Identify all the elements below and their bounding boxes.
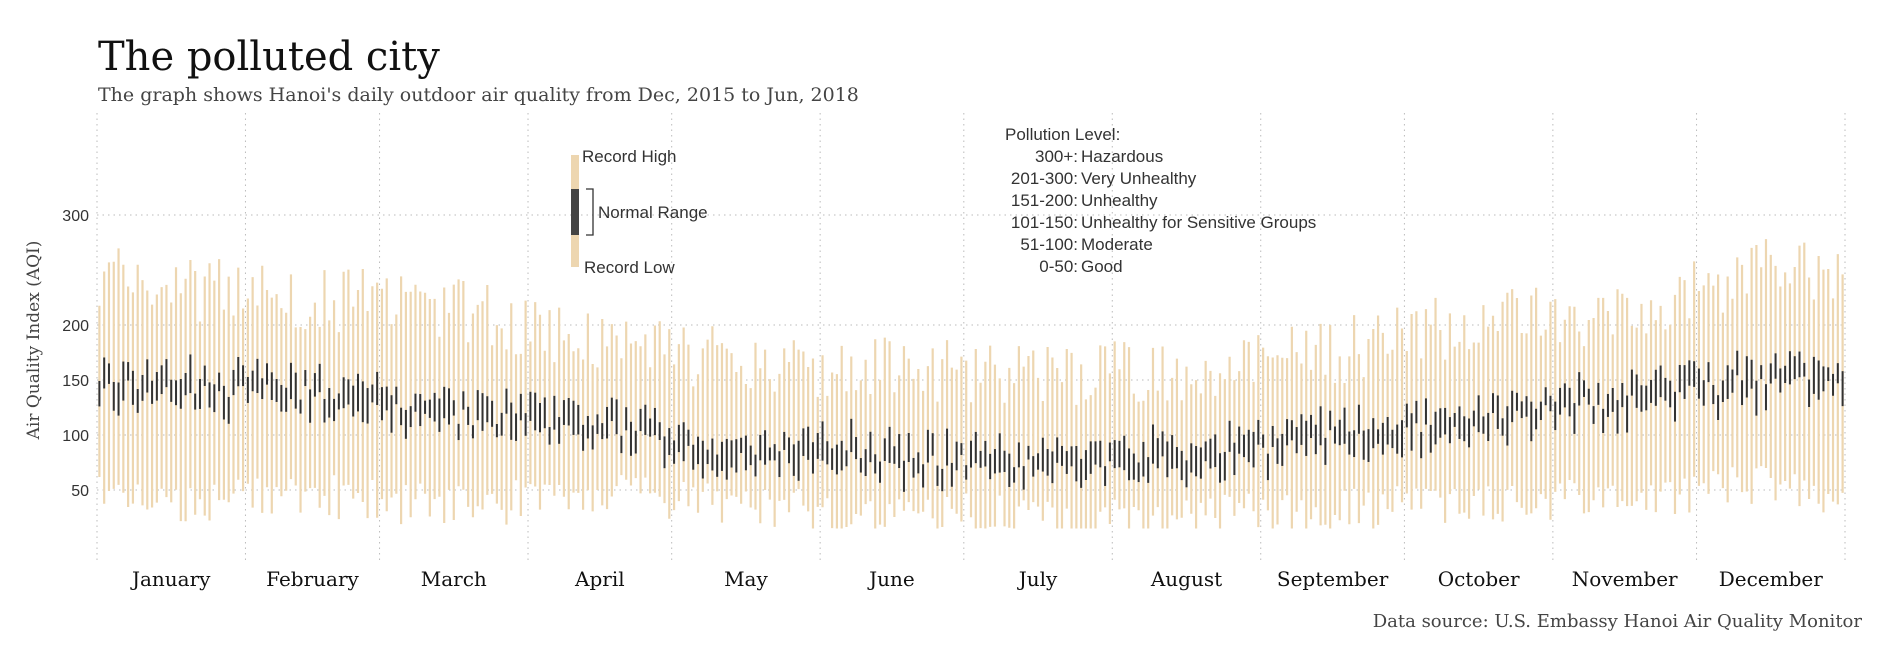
pollution-range-very-unhealthy: 201-300: [1011,169,1078,188]
month-label: May [724,567,768,591]
chart-title: The polluted city [98,34,440,80]
pollution-level-title: Pollution Level: [1005,125,1120,144]
y-tick-label: 200 [62,318,89,335]
y-axis-ticks: 50 100 150 200 300 [62,208,89,500]
month-label: December [1719,567,1824,591]
data-source: Data source: U.S. Embassy Hanoi Air Qual… [1372,611,1862,632]
pollution-range-good: 0-50: [1039,257,1078,276]
month-label: August [1150,567,1222,591]
pollution-range-hazardous: 300+: [1035,147,1078,166]
y-tick-label: 50 [71,483,89,500]
pollution-label-moderate: Moderate [1081,235,1153,254]
y-tick-label: 150 [62,373,89,390]
legend-normal-range: Normal Range [598,203,708,222]
y-axis-label: Air Quality Index (AQI) [24,241,44,441]
month-label: April [574,567,625,591]
month-label: September [1277,567,1389,591]
pollution-range-unhealthy: 151-200: [1011,191,1078,210]
legend-record-high: Record High [582,147,677,166]
pollution-label-unhealthy: Unhealthy [1081,191,1158,210]
y-tick-label: 300 [62,208,89,225]
pollution-range-sensitive: 101-150: [1011,213,1078,232]
pollution-label-hazardous: Hazardous [1081,147,1163,166]
month-labels: January February March April May June July Augu… [130,567,1823,591]
legend-normal-bracket [586,188,594,236]
month-label: October [1438,567,1520,591]
range-legend: Record High Normal Range Record Low [571,147,708,277]
pollution-range-moderate: 51-100: [1020,235,1078,254]
y-tick-label: 100 [62,428,89,445]
pollution-label-good: Good [1081,257,1123,276]
month-label: July [1017,567,1058,591]
month-label: March [421,567,487,591]
legend-normal-bar [571,189,579,235]
month-label: November [1572,567,1678,591]
daily-range-bars [98,239,1844,529]
month-label: February [266,567,359,591]
pollution-level-key: Pollution Level: 300+: Hazardous 201-300… [1005,125,1316,276]
pollution-label-sensitive: Unhealthy for Sensitive Groups [1081,213,1316,232]
month-label: June [867,567,915,591]
chart-subtitle: The graph shows Hanoi's daily outdoor ai… [98,84,859,106]
legend-record-low: Record Low [584,258,675,277]
pollution-label-very-unhealthy: Very Unhealthy [1081,169,1197,188]
month-label: January [130,567,211,591]
grid-lines [96,113,1846,563]
